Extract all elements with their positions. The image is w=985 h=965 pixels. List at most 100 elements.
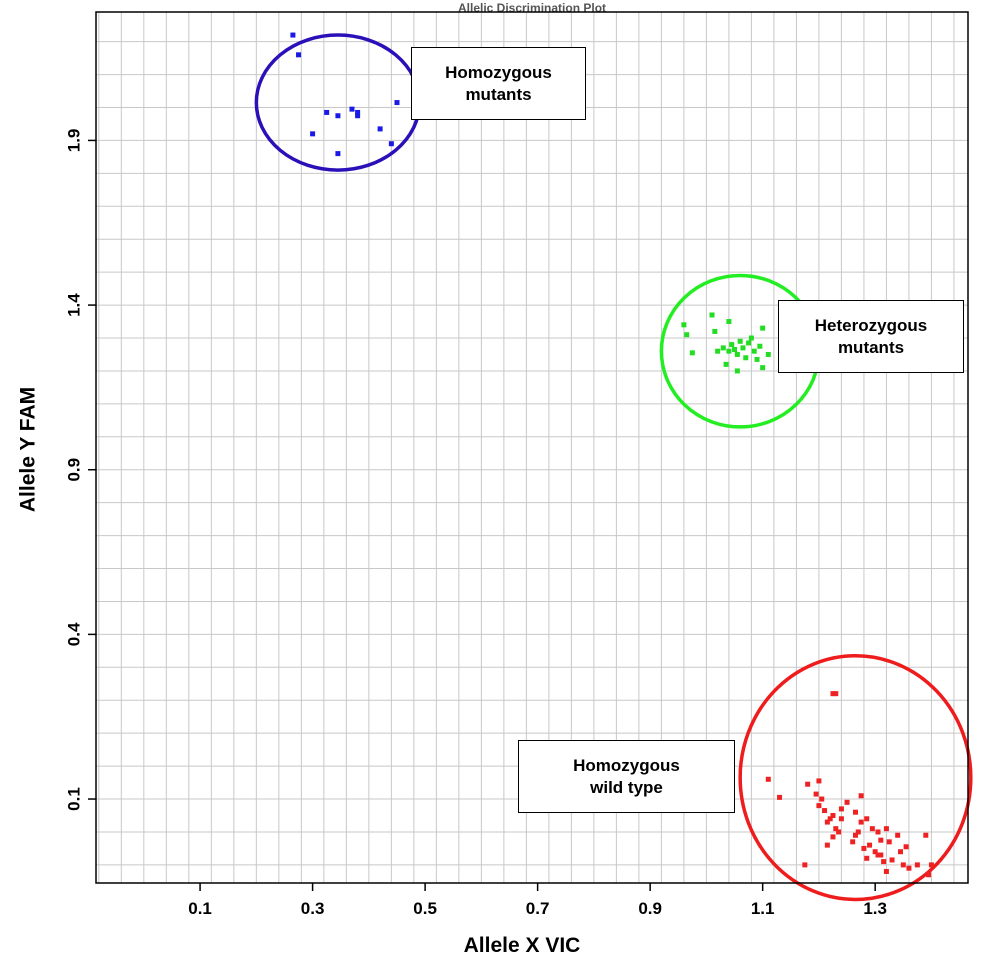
data-points: [290, 32, 934, 878]
label-line: Heterozygous: [814, 315, 928, 335]
data-point: [858, 819, 864, 825]
chart-title: Allelic Discrimination Plot: [458, 1, 606, 15]
x-tick-label: 0.9: [638, 899, 662, 918]
data-point: [872, 849, 878, 855]
data-point: [760, 325, 766, 331]
data-point: [743, 355, 749, 361]
data-point: [689, 350, 695, 356]
data-point: [734, 368, 740, 374]
data-point: [878, 837, 884, 843]
data-point: [830, 691, 836, 697]
y-tick-label: 0.9: [65, 458, 84, 482]
data-point: [883, 868, 889, 874]
y-axis-title: Allele Y FAM: [17, 387, 40, 512]
data-point: [881, 859, 887, 865]
y-tick-label: 0.1: [65, 787, 84, 811]
data-point: [850, 839, 856, 845]
data-point: [827, 816, 833, 822]
data-point: [388, 141, 394, 147]
plot-frame: [95, 11, 969, 884]
data-point: [777, 794, 783, 800]
data-point: [765, 776, 771, 782]
label-homozygous-mutants: Homozygous mutants: [411, 47, 586, 120]
data-point: [861, 845, 867, 851]
data-point: [335, 151, 341, 157]
data-point: [751, 348, 757, 354]
data-point: [349, 106, 355, 112]
data-point: [914, 862, 920, 868]
data-point: [836, 829, 842, 835]
label-line: mutants: [837, 337, 905, 357]
data-point: [805, 781, 811, 787]
data-point: [897, 849, 903, 855]
data-point: [816, 803, 822, 809]
x-tick-label: 0.3: [301, 899, 325, 918]
label-line: wild type: [590, 777, 663, 797]
data-point: [355, 113, 361, 119]
data-point: [684, 332, 690, 338]
data-point: [852, 809, 858, 815]
data-point: [830, 812, 836, 818]
data-point: [869, 826, 875, 832]
label-heterozygous-mutants: Heterozygous mutants: [778, 300, 964, 373]
data-point: [754, 356, 760, 362]
data-point: [394, 100, 400, 106]
data-point: [712, 328, 718, 334]
label-homozygous-wild-type: Homozygous wild type: [518, 740, 735, 813]
x-tick-label: 1.1: [751, 899, 775, 918]
data-point: [864, 816, 870, 822]
x-axis-title: Allele X VIC: [464, 934, 581, 957]
data-point: [324, 109, 330, 115]
data-point: [875, 829, 881, 835]
data-point: [709, 312, 715, 318]
data-point: [290, 32, 296, 38]
x-tick-label: 1.3: [863, 899, 887, 918]
data-point: [875, 852, 881, 858]
data-point: [310, 131, 316, 137]
data-point: [928, 862, 934, 868]
data-point: [903, 844, 909, 850]
y-tick-label: 1.9: [65, 129, 84, 153]
data-point: [838, 806, 844, 812]
data-point: [723, 361, 729, 367]
data-point: [726, 319, 732, 325]
data-point: [886, 839, 892, 845]
data-point: [816, 778, 822, 784]
data-point: [895, 832, 901, 838]
data-point: [355, 109, 361, 115]
data-point: [878, 852, 884, 858]
data-point: [923, 832, 929, 838]
data-point: [926, 872, 932, 878]
y-tick-label: 0.4: [65, 622, 84, 646]
data-point: [757, 343, 763, 349]
label-line: Homozygous: [445, 62, 552, 82]
data-point: [824, 842, 830, 848]
data-point: [833, 826, 839, 832]
data-point: [802, 862, 808, 868]
label-line: mutants: [465, 84, 532, 104]
data-point: [720, 345, 726, 351]
data-point: [729, 342, 735, 348]
data-point: [377, 126, 383, 132]
data-point: [296, 52, 302, 58]
data-point: [867, 842, 873, 848]
data-point: [883, 826, 889, 832]
data-point: [734, 351, 740, 357]
grid: [96, 12, 968, 883]
data-point: [889, 857, 895, 863]
data-point: [760, 365, 766, 371]
axis-ticks: 0.1 0.3 0.5 0.7 0.9 1.1 1.3 0.1 0.4 0.9 1.4 1.9: [65, 129, 887, 918]
data-point: [900, 862, 906, 868]
x-tick-label: 0.7: [526, 899, 550, 918]
x-tick-label: 0.1: [188, 899, 212, 918]
data-point: [822, 808, 828, 814]
cluster-ring-3: [738, 654, 973, 902]
data-point: [824, 819, 830, 825]
data-point: [335, 113, 341, 119]
data-point: [844, 799, 850, 805]
data-point: [726, 348, 732, 354]
data-point: [833, 691, 839, 697]
data-point: [748, 335, 754, 341]
label-line: Homozygous: [573, 755, 680, 775]
